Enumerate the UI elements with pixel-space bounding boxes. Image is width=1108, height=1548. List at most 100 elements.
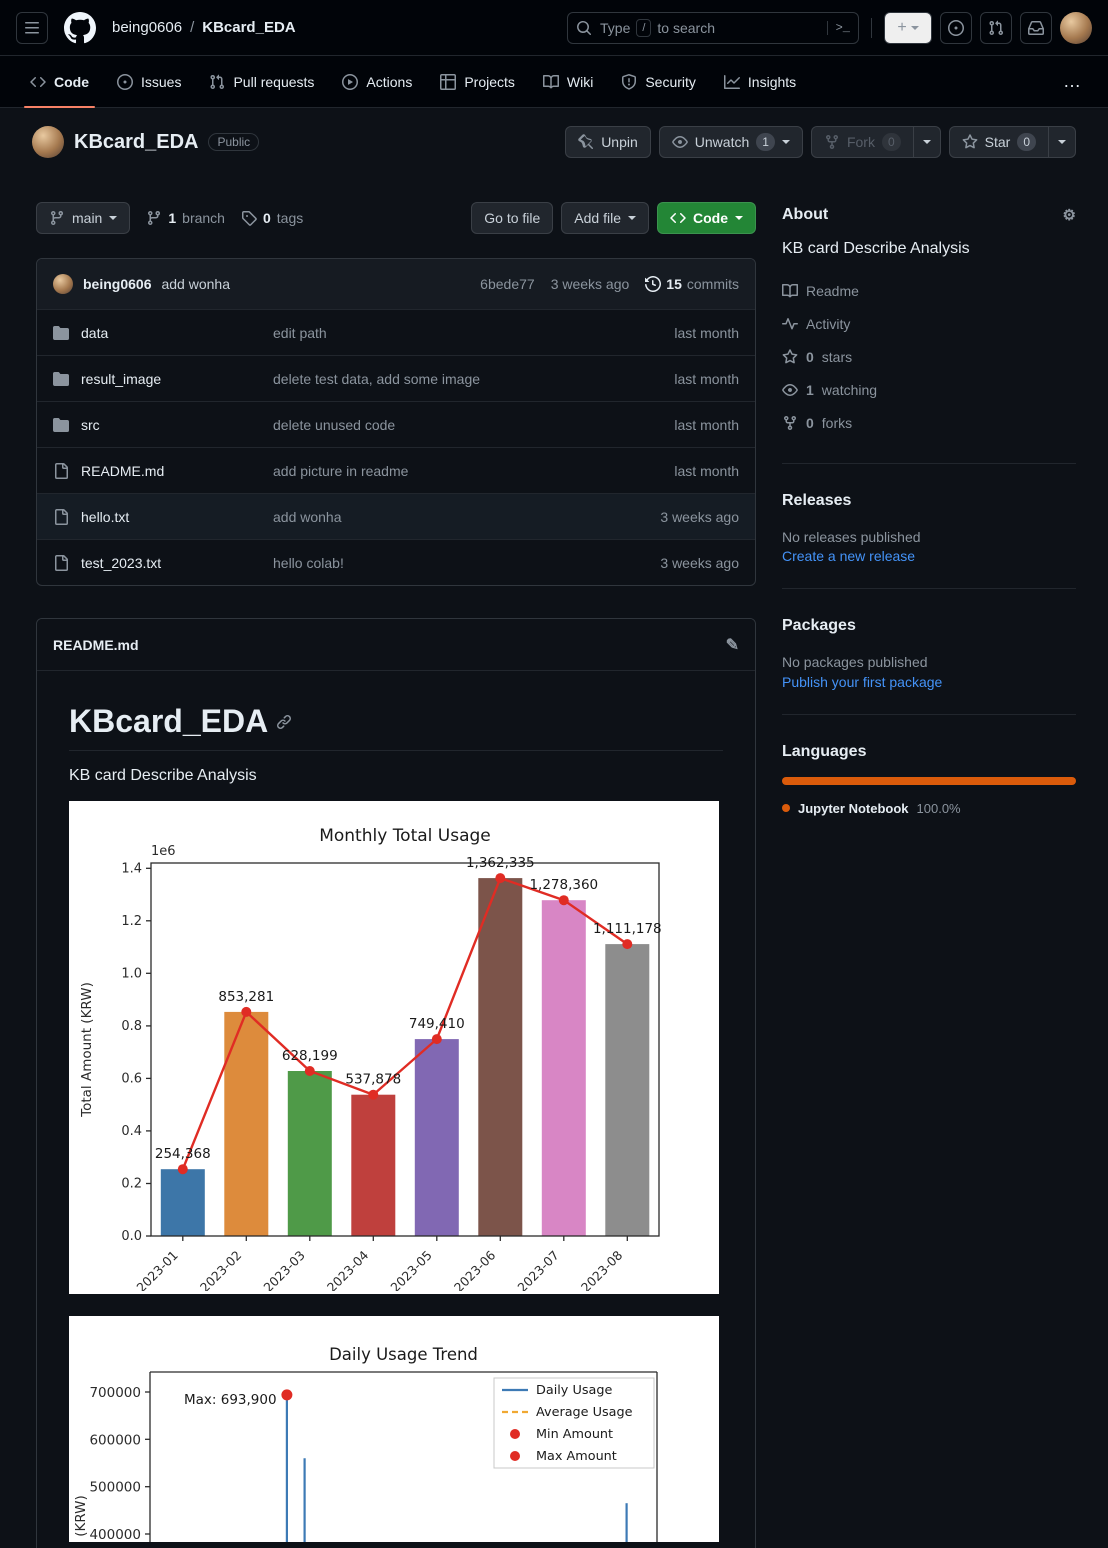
table-row[interactable]: test_2023.txt hello colab! 3 weeks ago xyxy=(37,539,755,585)
commit-message[interactable]: add wonha xyxy=(273,508,342,525)
create-new-button[interactable]: + xyxy=(884,11,932,44)
svg-text:853,281: 853,281 xyxy=(218,989,274,1005)
tab-label: Issues xyxy=(141,73,182,90)
user-avatar[interactable] xyxy=(1060,11,1092,44)
git-branch-icon xyxy=(50,211,63,226)
readme-heading: KBcard_EDA xyxy=(69,703,723,751)
language-bar[interactable] xyxy=(782,776,1076,785)
tab-insights[interactable]: Insights xyxy=(714,56,806,107)
tab-label: Insights xyxy=(747,73,797,90)
search-input[interactable]: Type / to search >_ xyxy=(567,11,859,44)
table-row[interactable]: hello.txt add wonha 3 weeks ago xyxy=(37,493,755,539)
releases-title[interactable]: Releases xyxy=(782,492,852,509)
table-row[interactable]: src delete unused code last month xyxy=(37,401,755,447)
chevron-down-icon xyxy=(109,216,118,224)
tab-projects[interactable]: Projects xyxy=(430,56,525,107)
branch-selector[interactable]: main xyxy=(36,202,131,234)
fork-button[interactable]: Fork 0 xyxy=(810,126,914,158)
commit-message[interactable]: edit path xyxy=(273,324,327,341)
visibility-badge: Public xyxy=(208,133,260,151)
breadcrumb-repo[interactable]: KBcard_EDA xyxy=(202,19,296,36)
publish-package-link[interactable]: Publish your first package xyxy=(782,673,943,690)
repo-owner-avatar[interactable] xyxy=(32,126,64,158)
add-file-button[interactable]: Add file xyxy=(561,202,649,234)
graph-icon xyxy=(723,74,740,89)
forks-link[interactable]: 0 forks xyxy=(782,406,1076,439)
languages-section: Languages Jupyter Notebook 100.0% xyxy=(782,739,1076,840)
file-name[interactable]: result_image xyxy=(81,370,162,387)
repo-header: KBcard_EDA Public Unpin Unwatch 1 Fork 0… xyxy=(0,108,1108,174)
commit-history-link[interactable]: 15 commits xyxy=(645,276,739,292)
pull-requests-nav-button[interactable] xyxy=(980,11,1012,44)
table-row[interactable]: result_image delete test data, add some … xyxy=(37,355,755,401)
repo-title[interactable]: KBcard_EDA xyxy=(74,130,199,153)
inbox-button[interactable] xyxy=(1020,11,1052,44)
pin-icon xyxy=(578,134,594,150)
go-to-file-button[interactable]: Go to file xyxy=(471,202,554,234)
commit-sha[interactable]: 6bede77 xyxy=(480,276,535,292)
star-button[interactable]: Star 0 xyxy=(948,126,1049,158)
code-download-button[interactable]: Code xyxy=(657,202,756,234)
activity-link[interactable]: Activity xyxy=(782,307,1076,340)
star-dropdown[interactable] xyxy=(1048,126,1076,158)
tab-issues[interactable]: Issues xyxy=(107,56,191,107)
tag-count: 0 xyxy=(262,210,271,226)
hamburger-menu-button[interactable] xyxy=(16,11,48,44)
breadcrumb-separator: / xyxy=(190,19,195,36)
sidebar: About ⚙ KB card Describe Analysis Readme… xyxy=(782,202,1076,1548)
table-row[interactable]: README.md add picture in readme last mon… xyxy=(37,447,755,493)
tags-link[interactable]: 0 tags xyxy=(241,210,303,226)
branches-link[interactable]: 1 branch xyxy=(146,210,225,226)
svg-text:Min Amount: Min Amount xyxy=(536,1427,613,1442)
stars-link[interactable]: 0 stars xyxy=(782,340,1076,373)
language-item[interactable]: Jupyter Notebook 100.0% xyxy=(782,801,1076,816)
svg-text:600000: 600000 xyxy=(89,1432,141,1448)
commit-message[interactable]: add wonha xyxy=(161,276,230,292)
commit-message[interactable]: hello colab! xyxy=(273,554,344,571)
github-logo[interactable] xyxy=(64,11,96,44)
watch-button[interactable]: Unwatch 1 xyxy=(658,126,803,158)
book-icon xyxy=(542,74,559,88)
svg-text:628,199: 628,199 xyxy=(282,1048,338,1064)
commit-author-avatar[interactable] xyxy=(53,274,73,294)
commit-message[interactable]: delete unused code xyxy=(273,416,396,433)
branch-name: main xyxy=(72,210,103,226)
tab-code[interactable]: Code xyxy=(20,56,99,108)
readme-filename[interactable]: README.md xyxy=(53,636,139,653)
file-name[interactable]: hello.txt xyxy=(81,508,130,525)
file-name[interactable]: data xyxy=(81,324,109,341)
hamburger-icon xyxy=(25,21,39,33)
table-row[interactable]: data edit path last month xyxy=(37,309,755,355)
issues-nav-button[interactable] xyxy=(940,11,972,44)
commit-author[interactable]: being0606 xyxy=(83,276,152,292)
watching-link[interactable]: 1 watching xyxy=(782,373,1076,406)
commit-message[interactable]: add picture in readme xyxy=(273,462,409,479)
file-icon xyxy=(55,554,68,571)
create-release-link[interactable]: Create a new release xyxy=(782,548,916,565)
readme-link[interactable]: Readme xyxy=(782,274,1076,307)
plus-icon: + xyxy=(897,18,907,36)
repo-tab-navigation: Code Issues Pull requests Actions Projec… xyxy=(0,56,1108,108)
tab-pull-requests[interactable]: Pull requests xyxy=(199,56,324,107)
commit-message[interactable]: delete test data, add some image xyxy=(273,370,481,387)
file-name[interactable]: src xyxy=(81,416,100,433)
tab-overflow-menu[interactable]: … xyxy=(1063,71,1082,91)
breadcrumb-owner[interactable]: being0606 xyxy=(112,19,183,36)
packages-title[interactable]: Packages xyxy=(782,617,856,635)
link-icon[interactable] xyxy=(276,714,292,730)
folder-icon xyxy=(53,325,69,340)
tab-security[interactable]: Security xyxy=(611,56,706,107)
issue-opened-icon xyxy=(948,19,964,36)
star-label: Star xyxy=(984,134,1011,150)
file-name[interactable]: README.md xyxy=(81,462,165,479)
gear-icon[interactable]: ⚙ xyxy=(1062,207,1076,224)
command-palette-icon[interactable]: >_ xyxy=(826,20,850,35)
edit-readme-icon[interactable]: ✎ xyxy=(725,636,739,654)
tab-actions[interactable]: Actions xyxy=(332,56,422,107)
svg-text:500000: 500000 xyxy=(89,1480,141,1496)
unpin-button[interactable]: Unpin xyxy=(565,126,651,158)
file-name[interactable]: test_2023.txt xyxy=(81,554,162,571)
fork-dropdown[interactable] xyxy=(912,126,941,158)
tab-wiki[interactable]: Wiki xyxy=(533,56,603,107)
star-count: 0 xyxy=(1017,133,1036,151)
